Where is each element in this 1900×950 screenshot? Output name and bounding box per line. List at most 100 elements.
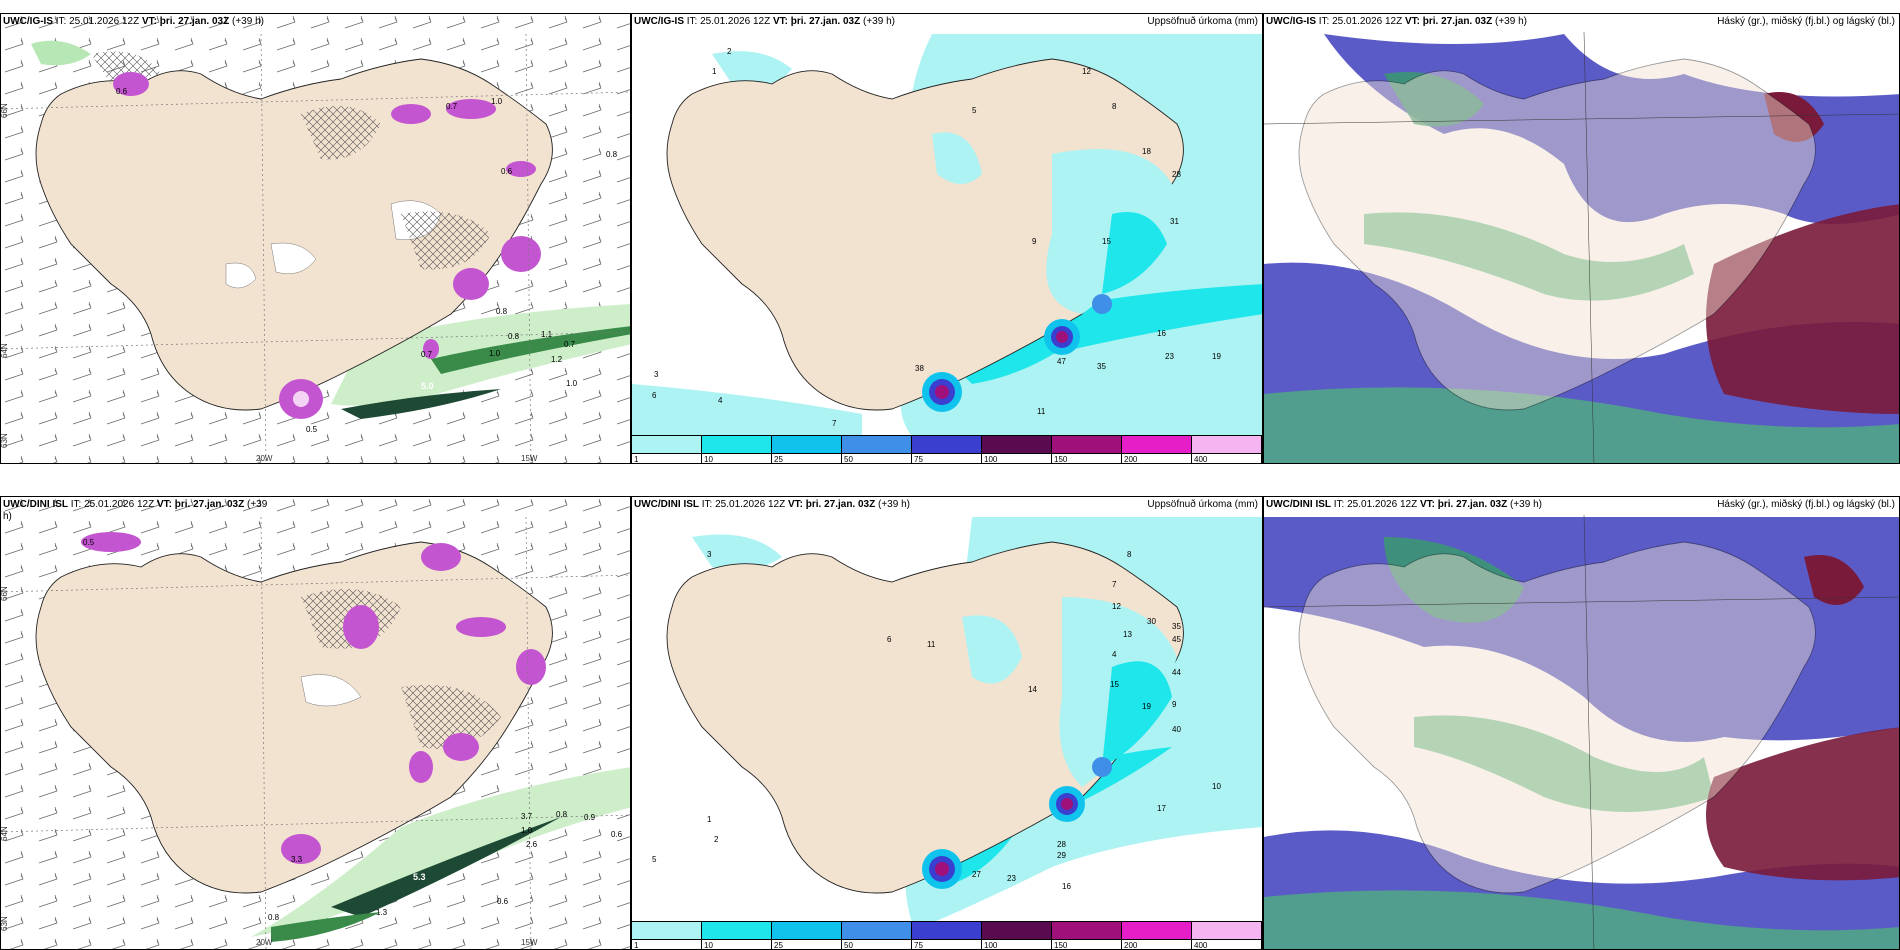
lat-label: 66N — [1, 586, 9, 601]
value-label: 28 — [1172, 170, 1181, 179]
lon-label: 20W — [256, 454, 273, 463]
lon-label: 15W — [521, 938, 538, 947]
panel-title: UWC/IG-IS IT: 25.01.2026 12Z VT: þri. 27… — [1266, 16, 1527, 27]
value-label: 0.9 — [584, 813, 596, 822]
value-label: 27 — [972, 870, 981, 879]
panel-title: UWC/IG-IS IT: 25.01.2026 12Z VT: þri. 27… — [3, 16, 264, 27]
value-label: 29 — [1057, 851, 1066, 860]
value-label: 44 — [1172, 668, 1181, 677]
value-label: 9 — [1032, 237, 1037, 246]
value-label: 0.5 — [306, 425, 318, 434]
colorbar-cell: 50 — [842, 921, 912, 949]
value-label: 0.8 — [556, 810, 568, 819]
colorbar-cell: 25 — [772, 921, 842, 949]
value-label: 13 — [1123, 630, 1132, 639]
colorbar-cell: 400 — [1192, 921, 1262, 949]
value-label: 0.6 — [501, 167, 513, 176]
lat-label: 63N — [1, 916, 9, 931]
value-label: 12 — [1112, 602, 1121, 611]
lat-label: 64N — [1, 826, 9, 841]
value-label: 31 — [1170, 217, 1179, 226]
value-label: 3 — [707, 550, 712, 559]
value-label: 6 — [887, 635, 892, 644]
panel-bottom-precip: UWC/DINI ISL IT: 25.01.2026 12Z VT: þri.… — [631, 496, 1263, 950]
colorbar: 1 10 25 50 75 100 150 200 400 — [632, 435, 1262, 463]
value-label: 1.1 — [541, 330, 553, 339]
panel-right-title: Uppsöfnuð úrkoma (mm) — [1147, 16, 1258, 27]
value-label: 16 — [1062, 882, 1071, 891]
panel-bottom-cloud: UWC/DINI ISL IT: 25.01.2026 12Z VT: þri.… — [1263, 496, 1900, 950]
colorbar-cell: 10 — [702, 921, 772, 949]
panel-top-cloud: UWC/IG-IS IT: 25.01.2026 12Z VT: þri. 27… — [1263, 13, 1900, 464]
cloud-map — [1264, 514, 1899, 949]
value-label: 28 — [1057, 840, 1066, 849]
panel-title: UWC/IG-IS IT: 25.01.2026 12Z VT: þri. 27… — [634, 16, 895, 27]
value-label: 0.5 — [83, 538, 95, 547]
value-label: 4 — [1112, 650, 1117, 659]
value-label: 19 — [1142, 702, 1151, 711]
value-label: 7 — [832, 419, 837, 428]
colorbar-cell: 150 — [1052, 435, 1122, 463]
value-label: 5.3 — [413, 872, 426, 882]
value-label: 11 — [1037, 407, 1046, 416]
value-label: 16 — [1157, 329, 1166, 338]
colorbar-cell: 50 — [842, 435, 912, 463]
value-label: 0.8 — [606, 150, 618, 159]
value-label: 7 — [1112, 580, 1117, 589]
value-label: 0.7 — [446, 102, 458, 111]
colorbar-cell: 75 — [912, 921, 982, 949]
value-label: 4 — [718, 396, 723, 405]
lon-label: 15W — [521, 454, 538, 463]
value-label: 19 — [1212, 352, 1221, 361]
value-label: 15 — [1102, 237, 1111, 246]
value-label: 17 — [1157, 804, 1166, 813]
value-label: 0.7 — [421, 350, 433, 359]
colorbar: 1 10 25 50 75 100 150 200 400 — [632, 921, 1262, 949]
value-label: 3.3 — [291, 855, 303, 864]
value-label: 9 — [1172, 700, 1177, 709]
colorbar-cell: 100 — [982, 921, 1052, 949]
panel-top-precip: UWC/IG-IS IT: 25.01.2026 12Z VT: þri. 27… — [631, 13, 1263, 464]
value-label: 35 — [1172, 622, 1181, 631]
value-label: 35 — [1097, 362, 1106, 371]
colorbar-cell: 75 — [912, 435, 982, 463]
value-label: 15 — [1110, 680, 1119, 689]
colorbar-cell: 1 — [632, 921, 702, 949]
value-label: 18 — [1142, 147, 1151, 156]
panel-right-title: Háský (gr.), miðský (fj.bl.) og lágský (… — [1717, 499, 1895, 510]
value-label: 0.6 — [116, 87, 128, 96]
value-label: 2 — [714, 835, 719, 844]
colorbar-cell: 400 — [1192, 435, 1262, 463]
value-label: 1 — [707, 815, 712, 824]
value-label: 1.0 — [489, 349, 501, 358]
value-label: 5 — [652, 855, 657, 864]
precip-map: 1 2 3 4 5 6 7 8 9 10 11 12 13 14 15 16 1… — [632, 515, 1262, 923]
panel-title: UWC/DINI ISL IT: 25.01.2026 12Z VT: þri.… — [634, 499, 910, 510]
panel-bottom-wind: UWC/DINI ISL IT: 25.01.2026 12Z VT: þri.… — [0, 496, 631, 950]
value-label: 5 — [972, 106, 977, 115]
value-label: 47 — [1057, 357, 1066, 366]
value-label: 1.2 — [551, 355, 563, 364]
lat-label: 64N — [1, 343, 9, 358]
colorbar-cell: 25 — [772, 435, 842, 463]
value-label: 10 — [1212, 782, 1221, 791]
lat-label: 63N — [1, 433, 9, 448]
cloud-map — [1264, 31, 1899, 463]
value-label: 40 — [1172, 725, 1181, 734]
value-label: 8 — [1112, 102, 1117, 111]
value-label: 11 — [927, 640, 936, 649]
panel-title: UWC/DINI ISL IT: 25.01.2026 12Z VT: þri.… — [1266, 499, 1542, 510]
wind-map: 66N 64N 63N 20W 15W 0.5 1.0 0.8 0.9 0.6 … — [1, 497, 630, 949]
value-label: 3.7 — [521, 812, 533, 821]
value-label: 0.8 — [508, 332, 520, 341]
value-label: 12 — [1082, 67, 1091, 76]
value-label: 23 — [1007, 874, 1016, 883]
value-label: 1.0 — [491, 97, 503, 106]
value-label: 0.6 — [497, 897, 509, 906]
value-label: 0.8 — [496, 307, 508, 316]
colorbar-cell: 200 — [1122, 921, 1192, 949]
value-label: 23 — [1165, 352, 1174, 361]
value-label: 5.0 — [421, 381, 434, 391]
colorbar-cell: 150 — [1052, 921, 1122, 949]
value-label: 45 — [1172, 635, 1181, 644]
